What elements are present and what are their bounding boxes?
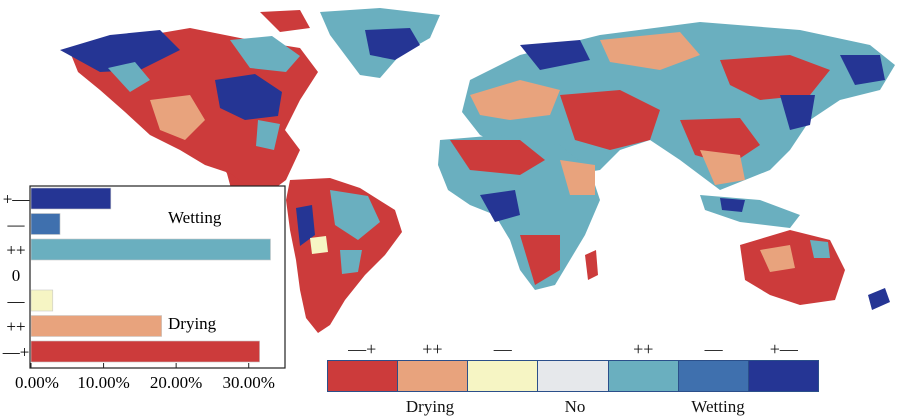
- legend-symbol: —: [493, 339, 512, 359]
- inset-bars: [30, 187, 271, 363]
- legend-label-drying: Drying: [405, 397, 455, 416]
- greenland: [260, 8, 440, 78]
- inset-x-ticks: 0.00% 10.00% 20.00% 30.00%: [15, 363, 275, 392]
- x-tick-label: 0.00%: [15, 373, 59, 392]
- x-tick-label: 10.00%: [77, 373, 129, 392]
- category-label: —+: [2, 343, 30, 362]
- category-label: —: [7, 292, 26, 311]
- legend-swatch-moderate-wetting: [608, 361, 679, 391]
- southeast-asia: [700, 195, 800, 228]
- legend-label-wetting: Wetting: [691, 397, 745, 416]
- legend-swatch-strong-wetting: [748, 361, 818, 391]
- legend-swatch-weak-drying: [468, 361, 539, 391]
- category-label: ++: [6, 241, 25, 260]
- north-america: [60, 28, 318, 222]
- inset-bar-chart: +— — ++ 0 — ++ —+ 0.00% 10.00% 20.00% 30.00% Wett…: [2, 185, 286, 392]
- inset-wetting-label: Wetting: [168, 208, 222, 227]
- category-label: 0: [12, 266, 21, 285]
- category-label: +—: [3, 190, 31, 209]
- bar-moderate-drying: [30, 315, 162, 337]
- legend-swatch-weak-wetting: [678, 361, 749, 391]
- x-tick-label: 20.00%: [150, 373, 202, 392]
- legend-swatch-bar: [327, 360, 819, 392]
- legend-symbol: ++: [422, 339, 443, 359]
- legend-symbol: —+: [348, 339, 377, 359]
- africa: [438, 135, 600, 290]
- inset-drying-label: Drying: [168, 314, 217, 333]
- inset-category-labels: +— — ++ 0 — ++ —+: [2, 190, 31, 362]
- category-label: —: [7, 215, 26, 234]
- inset-frame: [29, 185, 286, 369]
- legend-swatch-strong-drying: [328, 361, 399, 391]
- bar-weak-drying: [30, 289, 54, 312]
- x-tick-label: 30.00%: [223, 373, 275, 392]
- eurasia: [462, 22, 895, 190]
- bar-strong-drying: [30, 340, 260, 363]
- bar-weak-wetting: [30, 213, 61, 235]
- legend-label-no: No: [564, 397, 586, 416]
- legend-swatch-no-change: [538, 361, 609, 391]
- legend-symbol: —: [704, 339, 723, 359]
- bar-moderate-wetting: [30, 238, 271, 261]
- south-america: [286, 178, 402, 333]
- legend-symbol: ++: [633, 339, 654, 359]
- legend-symbol: +—: [769, 339, 798, 359]
- australia: [740, 230, 890, 310]
- legend-swatch-moderate-drying: [398, 361, 469, 391]
- bar-strong-wetting: [30, 187, 112, 210]
- category-label: ++: [6, 317, 25, 336]
